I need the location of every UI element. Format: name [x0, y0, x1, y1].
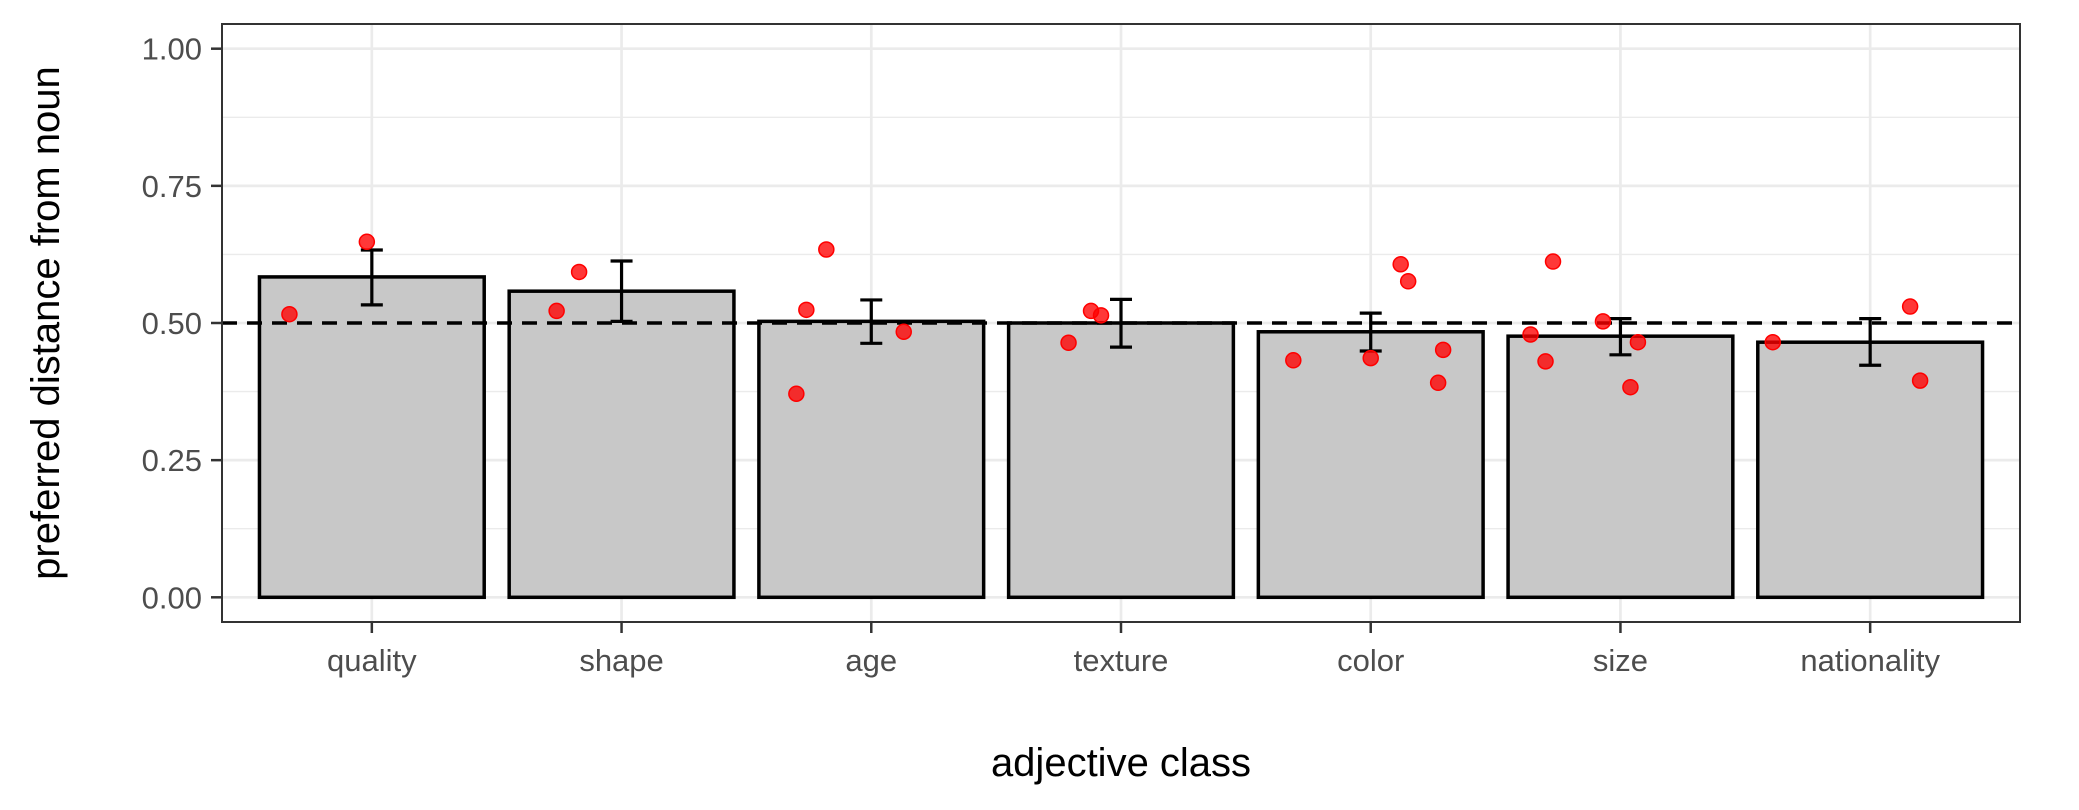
- bar-age: [757, 319, 986, 600]
- x-tick-label: texture: [1074, 643, 1169, 678]
- data-point-shape: [570, 263, 588, 281]
- x-tick-label: color: [1337, 643, 1404, 678]
- data-point-size: [1522, 326, 1539, 343]
- bar-size: [1506, 334, 1735, 600]
- data-point-texture: [1060, 334, 1077, 352]
- x-tick-label: age: [845, 643, 897, 678]
- data-point-color: [1399, 273, 1417, 290]
- data-point-color: [1285, 352, 1302, 369]
- x-tick-label: shape: [579, 643, 663, 678]
- data-point-color: [1434, 341, 1452, 359]
- data-point-texture: [1092, 307, 1110, 324]
- bar-shape: [507, 289, 736, 600]
- x-tick-label: nationality: [1800, 643, 1940, 678]
- bar-color: [1256, 330, 1485, 600]
- data-point-quality: [358, 233, 376, 251]
- bar-quality: [257, 275, 486, 600]
- y-axis-title: preferred distance from noun: [24, 66, 68, 580]
- data-point-age: [895, 323, 912, 341]
- y-tick-label: 1.00: [142, 32, 202, 67]
- error-bars: [360, 248, 1882, 367]
- data-point-nationality: [1911, 372, 1929, 389]
- y-tick-label: 0.00: [142, 580, 202, 615]
- y-tick-label: 0.25: [142, 443, 202, 478]
- data-point-color: [1392, 256, 1409, 273]
- x-tick-label: quality: [327, 643, 417, 678]
- data-points: [281, 233, 1929, 403]
- x-axis-title: adjective class: [991, 741, 1251, 785]
- data-point-shape: [548, 302, 565, 320]
- bar-nationality: [1756, 340, 1985, 600]
- y-tick-label: 0.50: [142, 306, 202, 341]
- data-point-size: [1544, 253, 1562, 270]
- bar-texture: [1006, 321, 1236, 600]
- data-point-size: [1537, 353, 1554, 370]
- data-point-size: [1594, 313, 1612, 330]
- data-point-age: [788, 385, 805, 403]
- data-point-color: [1429, 374, 1447, 392]
- data-point-size: [1629, 333, 1647, 351]
- y-tick-label: 0.75: [142, 169, 202, 204]
- bars: [257, 275, 1985, 600]
- data-point-age: [818, 241, 835, 258]
- data-point-age: [798, 301, 815, 319]
- data-point-nationality: [1901, 298, 1919, 315]
- data-point-nationality: [1764, 333, 1782, 351]
- data-point-color: [1362, 349, 1379, 367]
- axes: 0.00 0.25 0.50 0.75 1.00 quality shape age textu…: [142, 32, 1941, 678]
- x-tick-label: size: [1593, 643, 1648, 678]
- data-point-size: [1622, 378, 1639, 396]
- data-point-quality: [281, 305, 298, 323]
